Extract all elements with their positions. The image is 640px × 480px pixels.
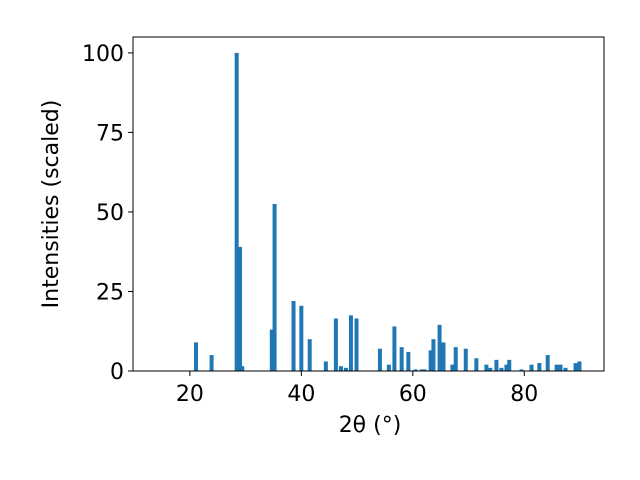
bar [238,246,243,371]
bar [519,369,524,371]
bar [413,369,418,371]
bar [441,342,446,371]
x-tick-label: 40 [287,382,315,407]
bar [494,359,499,371]
bar [354,318,359,371]
x-axis-label: 2θ (°) [339,413,402,438]
y-tick-label: 100 [82,42,124,67]
bar [209,355,214,371]
y-tick-label: 0 [110,360,124,385]
bar [474,358,479,371]
bar [343,367,348,371]
x-tick-label: 60 [399,382,427,407]
bar [338,366,343,371]
bar [453,347,458,371]
bar [307,339,312,371]
bar [558,364,563,371]
bar [463,348,468,371]
bar [377,348,382,371]
bar [348,315,353,371]
y-tick-label: 50 [96,201,124,226]
bar [529,364,534,371]
plot-frame [132,36,605,372]
bar [386,364,391,371]
bar [291,301,296,371]
bar [563,367,568,371]
bar [431,339,436,371]
bar [193,342,198,371]
bar [499,367,504,371]
bar [240,366,245,371]
bar [299,305,304,371]
bar [507,359,512,371]
bar [422,369,427,371]
bar [333,318,338,371]
bar [545,355,550,371]
bar [537,363,542,371]
bar [504,364,509,371]
bar [437,324,442,371]
y-tick-label: 75 [96,121,124,146]
y-axis-label: Intensities (scaled) [39,100,64,309]
bar [234,52,239,372]
bar [554,364,559,371]
x-tick-label: 80 [510,382,538,407]
bar [484,364,489,371]
bar [573,363,578,371]
bar [428,350,433,371]
bar [488,367,493,371]
bar [269,329,274,371]
bar [392,326,397,371]
bar [406,351,411,371]
bar [577,361,582,371]
x-tick-label: 20 [176,382,204,407]
bar [323,361,328,371]
bar [272,204,277,371]
bar [419,369,424,371]
y-tick-label: 25 [96,280,124,305]
bar [450,364,455,371]
bar [399,347,404,371]
